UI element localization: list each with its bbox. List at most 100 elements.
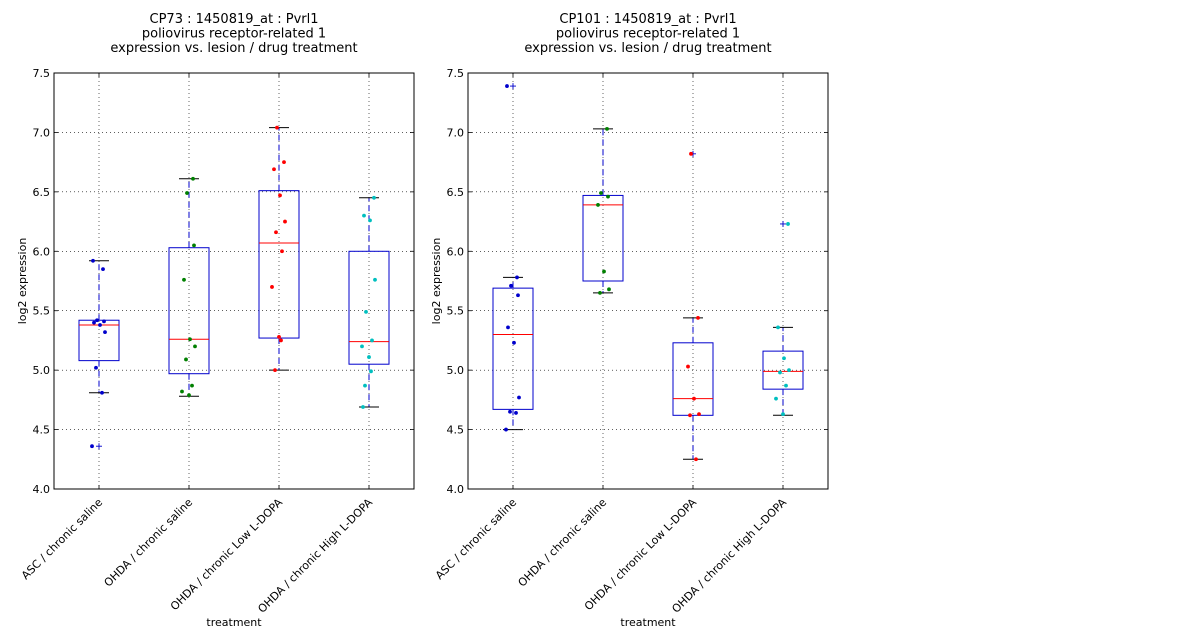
data-point <box>596 203 600 207</box>
box-group-2 <box>582 126 624 295</box>
data-point <box>776 325 780 330</box>
y-tick-label: 7.0 <box>33 126 51 139</box>
data-point <box>279 338 283 343</box>
data-point <box>92 320 96 325</box>
chart-title-line-1: CP101 : 1450819_at : Pvrl1 <box>559 12 736 27</box>
data-point <box>373 277 377 282</box>
y-axis-label: log2 expression <box>16 238 29 325</box>
iqr-box <box>672 342 714 416</box>
data-point <box>688 413 692 418</box>
iqr-box <box>582 194 624 282</box>
data-point <box>607 287 611 292</box>
data-point <box>364 310 368 314</box>
chart-title-line-2: poliovirus receptor-related 1 <box>556 27 740 42</box>
data-point <box>516 293 520 298</box>
data-point <box>98 323 102 327</box>
y-tick-label: 6.5 <box>33 186 51 199</box>
data-point <box>361 405 365 409</box>
data-point <box>606 194 610 199</box>
data-point <box>95 318 99 323</box>
plot-frame <box>467 72 829 490</box>
data-point <box>180 389 184 394</box>
outlier-marker <box>510 83 516 90</box>
data-point <box>517 395 521 400</box>
data-point <box>372 195 376 200</box>
data-point <box>602 269 606 274</box>
y-tick-label: 5.5 <box>447 305 465 318</box>
data-point <box>512 340 516 345</box>
data-point <box>100 390 104 395</box>
data-point <box>91 258 95 263</box>
data-point <box>367 355 371 359</box>
data-point <box>598 290 602 295</box>
data-point <box>273 368 277 373</box>
data-point <box>103 330 107 335</box>
chart-title-line-2: poliovirus receptor-related 1 <box>142 27 326 42</box>
y-tick-label: 7.0 <box>447 126 465 139</box>
y-tick-label: 5.0 <box>447 364 465 377</box>
outlier-marker <box>780 220 786 227</box>
plot-frame <box>53 72 415 490</box>
y-tick-label: 6.0 <box>33 245 51 258</box>
iqr-box <box>762 350 804 390</box>
data-point <box>270 285 274 289</box>
plot-area <box>54 73 414 489</box>
data-point <box>185 191 189 195</box>
x-axis-label: treatment <box>620 616 676 629</box>
data-point <box>187 393 191 398</box>
chart-title-line-1: CP73 : 1450819_at : Pvrl1 <box>150 12 319 27</box>
data-point <box>778 370 782 375</box>
box-group-4 <box>762 220 804 417</box>
data-point <box>283 219 287 224</box>
data-point <box>272 167 276 172</box>
data-point <box>689 151 693 156</box>
data-point <box>508 409 512 414</box>
y-tick-label: 6.5 <box>447 186 465 199</box>
data-point <box>190 383 194 388</box>
data-point <box>786 222 790 226</box>
y-tick-label: 7.5 <box>33 67 51 80</box>
y-tick-label: 4.0 <box>447 483 465 496</box>
data-point <box>781 412 785 417</box>
chart-title-line-3: expression vs. lesion / drug treatment <box>110 41 357 56</box>
x-axis-label: treatment <box>206 616 262 629</box>
y-tick-label: 5.0 <box>33 364 51 377</box>
y-tick-label: 7.5 <box>447 67 465 80</box>
data-point <box>274 230 278 235</box>
data-point <box>191 176 195 181</box>
data-point <box>188 337 192 342</box>
data-point <box>363 383 367 388</box>
iqr-box <box>492 287 534 410</box>
data-point <box>370 338 374 343</box>
data-point <box>787 368 791 373</box>
data-point <box>362 213 366 218</box>
chart-title-line-3: expression vs. lesion / drug treatment <box>524 41 771 56</box>
y-tick-label: 4.5 <box>33 424 51 437</box>
data-point <box>90 444 94 449</box>
box-group-3 <box>258 125 300 373</box>
y-tick-label: 5.5 <box>33 305 51 318</box>
data-point <box>184 357 188 362</box>
data-point <box>94 365 98 370</box>
data-point <box>369 369 373 374</box>
data-point <box>784 383 788 388</box>
data-point <box>599 191 603 195</box>
data-point <box>360 344 364 349</box>
data-point <box>504 427 508 432</box>
iqr-box <box>168 247 210 375</box>
plot-area <box>468 73 828 489</box>
data-point <box>686 364 690 369</box>
data-point <box>278 193 282 198</box>
data-point <box>697 412 701 417</box>
data-point <box>774 396 778 401</box>
y-tick-label: 6.0 <box>447 245 465 258</box>
box-group-1 <box>492 83 534 432</box>
data-point <box>505 84 509 88</box>
data-point <box>514 411 518 415</box>
box-group-4 <box>348 195 390 409</box>
data-point <box>509 283 513 288</box>
data-point <box>368 218 372 223</box>
data-point <box>280 249 284 254</box>
